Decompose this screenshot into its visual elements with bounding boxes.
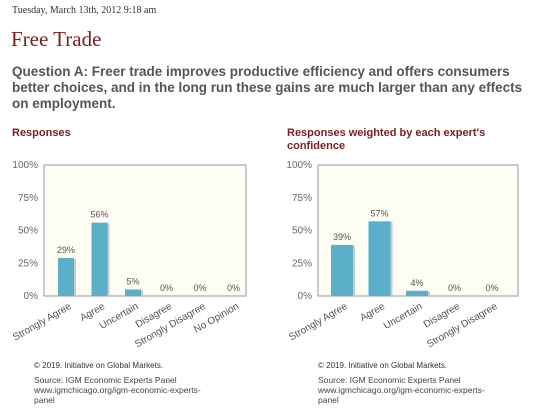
data-label: 29% [57,245,75,255]
source-line-1: Source: IGM Economic Experts Panel [34,375,177,385]
plot-area [43,164,247,297]
source-line-1: Source: IGM Economic Experts Panel [318,375,461,385]
source-line-3: panel [34,395,55,405]
responses-chart: 0%25%50%75%100%29%Strongly Agree56%Agree… [11,160,247,350]
x-tick-label: Strongly Disagree [425,301,500,350]
data-label: 4% [410,278,423,288]
weighted-responses-chart: 0% 25% 50% 75% 100% 39% Strongly Agree 57% Agree… [286,160,519,350]
bar-agree [368,221,391,296]
x-tick-label: Agree [358,301,387,324]
data-label: 39% [333,232,351,242]
y-tick-label: 50% [292,226,312,237]
y-tick-label: 50% [18,226,38,237]
x-tick-label: Uncertain [98,301,141,332]
bar-strongly-agree [58,258,74,296]
x-tick-label: Strongly Agree [287,301,350,344]
source-line-2: www.igmchicago.org/igm-economic-experts- [34,385,201,395]
data-label: 0% [485,283,498,293]
y-tick-label: 75% [18,193,38,204]
source-text-right: Source: IGM Economic Experts Panel www.i… [318,375,485,405]
data-label: 0% [193,283,206,293]
x-tick-label: Strongly Agree [11,301,74,344]
y-tick-label: 25% [292,258,312,269]
timestamp: Tuesday, March 13th, 2012 9:18 am [12,5,157,16]
bar-uncertain [125,289,141,296]
y-tick-label: 100% [286,160,312,171]
y-tick-label: 100% [12,160,38,171]
source-text-left: Source: IGM Economic Experts Panel www.i… [34,375,201,405]
copyright-text-right: © 2019. Initiative on Global Markets. [318,361,448,370]
data-label: 57% [370,208,388,218]
source-line-3: panel [318,395,339,405]
data-label: 56% [90,210,108,220]
data-label: 0% [448,283,461,293]
data-label: 5% [126,276,139,286]
bar-uncertain [406,290,428,296]
y-tick-label: 75% [292,193,312,204]
chart-title-responses: Responses [12,127,71,139]
question-text: Question A: Freer trade improves product… [12,64,523,111]
source-line-2: www.igmchicago.org/igm-economic-experts- [318,385,485,395]
x-tick-label: Uncertain [382,301,425,332]
page-title: Free Trade [11,27,102,51]
y-tick-label: 0% [24,291,39,302]
y-tick-label: 25% [18,258,38,269]
data-label: 0% [227,283,240,293]
copyright-text-left: © 2019. Initiative on Global Markets. [34,361,164,370]
data-label: 0% [160,283,173,293]
y-tick-label: 0% [298,291,313,302]
chart-title-weighted: Responses weighted by each expert's conf… [287,127,486,152]
bar-agree [91,222,108,296]
bar-strongly-agree [331,244,353,296]
